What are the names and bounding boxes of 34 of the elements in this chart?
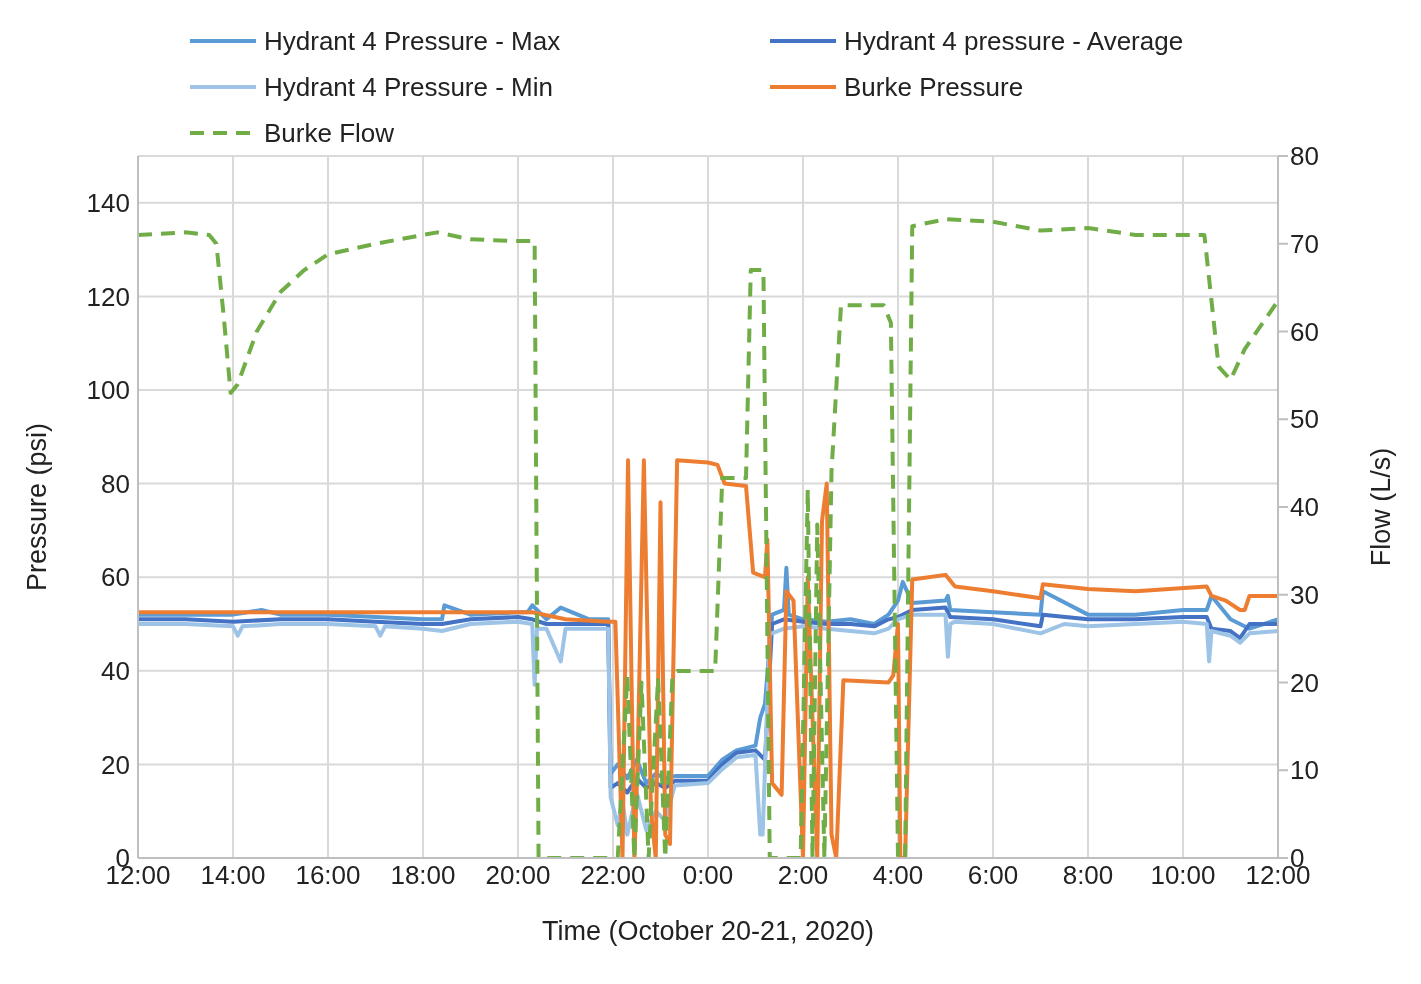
y2-tick-label: 60: [1290, 316, 1319, 347]
x-tick-label: 10:00: [1150, 860, 1216, 891]
y2-tick-label: 20: [1290, 667, 1319, 698]
y-tick-label: 140: [86, 188, 130, 219]
y2-tick-label: 40: [1290, 492, 1319, 523]
y2-tick-label: 30: [1290, 579, 1319, 610]
legend-label: Hydrant 4 Pressure - Max: [264, 25, 561, 57]
y2-tick-label: 10: [1290, 755, 1319, 786]
x-tick-label: 20:00: [485, 860, 551, 891]
x-tick-label: 2:00: [777, 860, 829, 891]
y-tick-label: 20: [101, 749, 130, 780]
x-tick-label: 0:00: [682, 860, 734, 891]
legend-label: Burke Pressure: [844, 71, 1024, 103]
y-tick-label: 120: [86, 281, 130, 312]
x-tick-label: 16:00: [295, 860, 361, 891]
y-tick-label: 40: [101, 656, 130, 687]
x-axis-title: Time (October 20-21, 2020): [541, 916, 875, 946]
legend-label: Burke Flow: [264, 117, 395, 149]
legend-label: Hydrant 4 Pressure - Min: [264, 71, 553, 103]
x-tick-label: 14:00: [200, 860, 266, 891]
y-tick-label: 80: [101, 468, 130, 499]
x-tick-label: 8:00: [1062, 860, 1114, 891]
y2-tick-label: 50: [1290, 404, 1319, 435]
y-tick-label: 100: [86, 375, 130, 406]
x-tick-label: 18:00: [390, 860, 456, 891]
y2-tick-label: 70: [1290, 228, 1319, 259]
y2-axis-title: Flow (L/s): [1365, 447, 1396, 567]
y-axis-title: Pressure (psi): [21, 422, 52, 592]
y-tick-label: 60: [101, 562, 130, 593]
x-tick-label: 4:00: [872, 860, 924, 891]
x-tick-label: 6:00: [967, 860, 1019, 891]
x-tick-label: 22:00: [580, 860, 646, 891]
legend-label: Hydrant 4 pressure - Average: [844, 25, 1184, 57]
y2-tick-label: 80: [1290, 141, 1319, 172]
